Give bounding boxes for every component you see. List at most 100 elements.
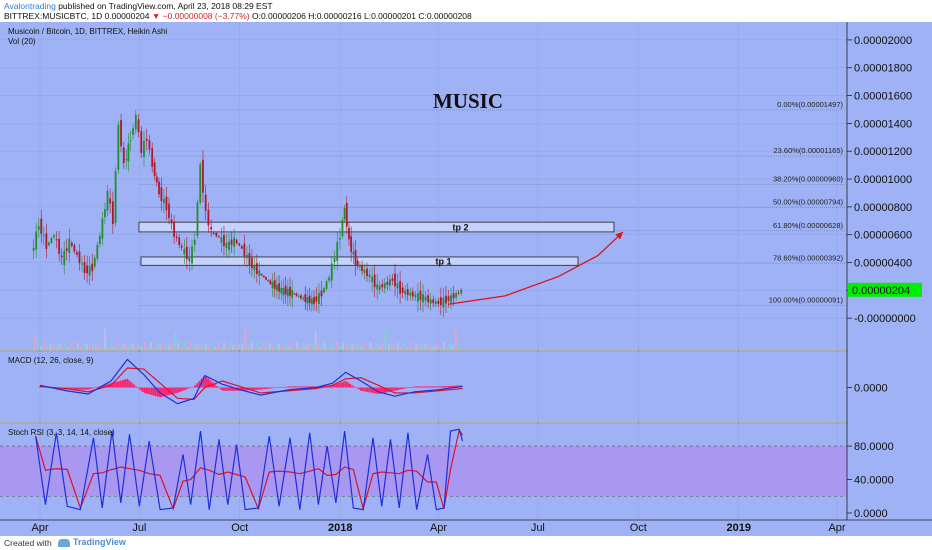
volume-bar: [433, 345, 436, 350]
footer: Created with TradingView: [0, 536, 932, 550]
macd-histogram-bar: [191, 386, 194, 388]
macd-histogram-bar: [449, 385, 452, 388]
macd-histogram-bar: [87, 387, 90, 390]
macd-histogram-bar: [403, 387, 406, 389]
candle-body: [151, 148, 154, 167]
candle-body: [104, 209, 106, 218]
macd-histogram-bar: [95, 387, 98, 388]
macd-histogram-bar: [292, 386, 295, 388]
macd-histogram-bar: [154, 387, 157, 397]
volume-bar: [436, 342, 439, 350]
candle-body: [55, 239, 58, 241]
volume-bar: [381, 343, 384, 350]
candle-body: [217, 236, 220, 238]
volume-bar: [311, 343, 314, 350]
candle-body: [170, 219, 173, 224]
volume-bar: [360, 346, 363, 350]
candle-body: [368, 274, 371, 278]
time-tick-label: Apr: [31, 522, 48, 534]
volume-bar: [241, 344, 244, 350]
volume-bar: [116, 342, 119, 350]
macd-histogram-bar: [429, 386, 432, 388]
macd-histogram-bar: [78, 387, 81, 390]
volume-bar: [323, 342, 326, 350]
volume-bars: [34, 328, 460, 350]
candle-body: [48, 242, 50, 246]
time-tick-label: 2018: [328, 522, 352, 534]
macd-histogram-bar: [287, 386, 290, 388]
target-box: [138, 221, 615, 233]
macd-histogram-bar: [394, 387, 397, 391]
macd-histogram-bar: [438, 386, 441, 388]
macd-histogram-bar: [76, 387, 79, 390]
volume-bar: [390, 343, 393, 350]
volume-bar: [271, 344, 274, 350]
candle-body: [302, 297, 305, 299]
volume-bar: [165, 343, 168, 350]
rsi-tick-label: 40.0000: [854, 475, 894, 487]
volume-bar: [95, 344, 97, 350]
tradingview-logo[interactable]: TradingView: [58, 537, 126, 547]
candle-body: [255, 263, 258, 274]
volume-bar: [107, 347, 110, 350]
candle-body: [293, 293, 296, 295]
macd-histogram-bar: [242, 387, 245, 391]
candle-body: [310, 298, 313, 305]
volume-bar: [320, 345, 323, 350]
candle-body: [76, 252, 78, 255]
candle-body: [202, 159, 204, 193]
fib-level-label: 0.00%(0.00001497): [777, 100, 843, 109]
author-link[interactable]: Avalontrading: [4, 1, 56, 11]
volume-bar: [299, 346, 302, 350]
candle-body: [233, 237, 236, 247]
macd-histogram-bar: [344, 381, 347, 388]
candle-body: [286, 288, 289, 297]
macd-histogram-bar: [320, 386, 323, 388]
candle-body: [245, 254, 248, 259]
macd-histogram-bar: [176, 387, 179, 393]
volume-bar: [259, 347, 262, 350]
volume-bar: [378, 345, 381, 350]
candle-body: [223, 235, 225, 247]
volume-bar: [177, 342, 180, 350]
candle-body: [291, 289, 294, 298]
candle-body: [125, 159, 128, 160]
volume-bar: [442, 342, 445, 350]
candle-body: [225, 242, 228, 249]
volume-bar: [168, 344, 171, 350]
candle-body: [155, 176, 158, 183]
candle-body: [183, 249, 186, 255]
macd-histogram-bar: [128, 380, 131, 388]
candle-body: [32, 247, 35, 251]
volume-bar: [305, 345, 308, 350]
macd-histogram-bar: [311, 386, 314, 388]
volume-bar: [427, 344, 430, 350]
volume-bar: [335, 342, 338, 350]
time-axis-bg: [0, 520, 932, 536]
macd-histogram-bar: [163, 387, 166, 397]
candle-body: [78, 251, 81, 264]
tradingview-cloud-icon: [58, 538, 70, 547]
macd-histogram-bar: [165, 387, 168, 396]
macd-histogram-bar: [139, 387, 142, 391]
candle-body: [320, 290, 323, 297]
volume-bar: [424, 343, 427, 350]
macd-histogram-bar: [329, 385, 332, 388]
volume-bar: [61, 345, 64, 350]
macd-histogram-bar: [425, 386, 428, 388]
volume-bar: [247, 345, 250, 350]
volume-bar: [348, 343, 351, 350]
volume-bar: [375, 342, 378, 350]
volume-bar: [152, 346, 155, 350]
candle-body: [282, 287, 285, 296]
symbol-info: BITTREX:MUSICBTC, 1D 0.00000204: [4, 11, 150, 21]
macd-histogram-bar: [102, 385, 105, 388]
macd-histogram-bar: [204, 376, 207, 388]
volume-bar: [162, 343, 165, 350]
candle-body: [148, 140, 151, 150]
macd-histogram-bar: [277, 387, 280, 388]
volume-bar: [46, 345, 49, 350]
candle-body: [145, 138, 148, 141]
macd-histogram-bar: [303, 386, 306, 388]
candle-body: [132, 128, 134, 135]
